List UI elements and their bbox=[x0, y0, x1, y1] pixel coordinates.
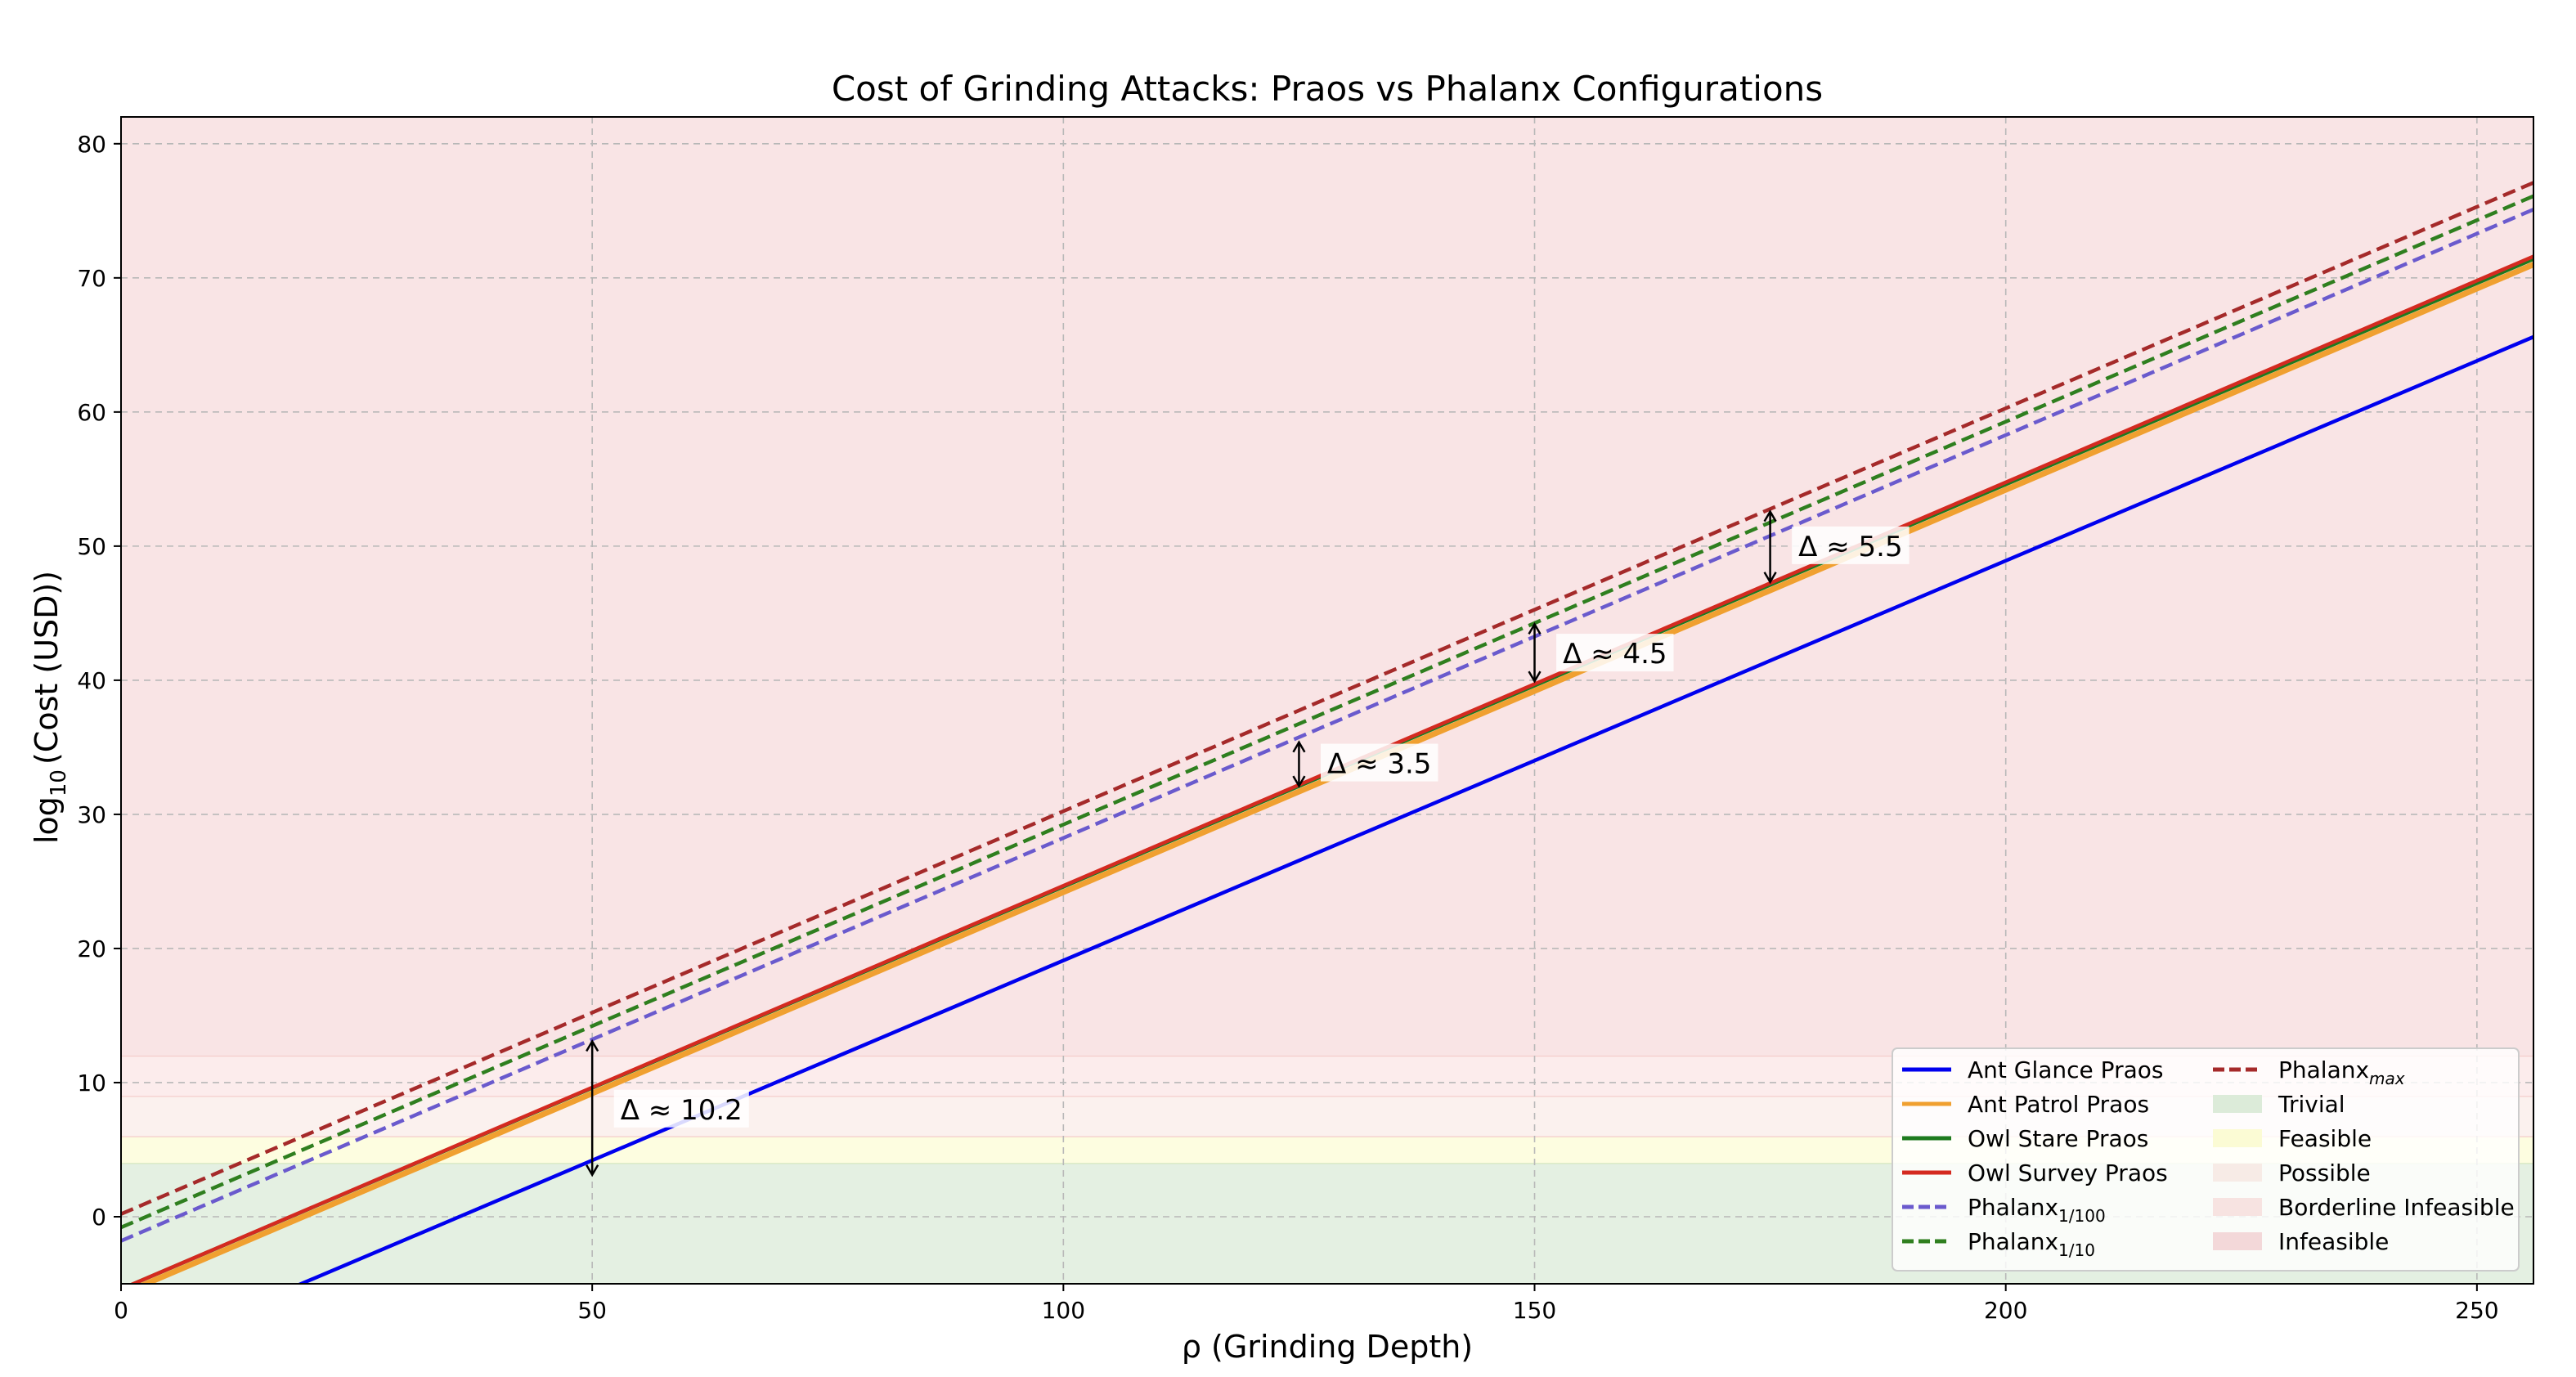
y-tick-label: 0 bbox=[92, 1204, 106, 1231]
delta-label: Δ ≈ 3.5 bbox=[1327, 748, 1431, 781]
x-tick-label: 50 bbox=[577, 1297, 607, 1324]
y-tick-label: 80 bbox=[77, 131, 106, 158]
y-axis-label-prefix: log bbox=[29, 796, 65, 844]
x-tick-label: 0 bbox=[114, 1297, 128, 1324]
x-tick-label: 100 bbox=[1042, 1297, 1085, 1324]
legend-item-ant-patrol-praos: Ant Patrol Praos bbox=[1902, 1091, 2149, 1118]
delta-label-box bbox=[613, 1089, 749, 1128]
legend-label: Ant Patrol Praos bbox=[1968, 1091, 2149, 1118]
delta-arrow-head-down bbox=[1528, 671, 1542, 684]
delta-arrow-head-up bbox=[586, 1038, 599, 1052]
y-axis-label-suffix: (Cost (USD)) bbox=[29, 571, 65, 765]
delta-arrow-head-up bbox=[1292, 740, 1306, 753]
legend-label: Feasible bbox=[2278, 1125, 2372, 1152]
legend-label: Ant Glance Praos bbox=[1968, 1056, 2163, 1083]
delta-annotations: Δ ≈ 10.2 Δ ≈ 3.5 Δ ≈ 4.5 Δ ≈ 5.5 bbox=[586, 509, 1910, 1177]
legend: Ant Glance Praos Ant Patrol Praos Owl Star… bbox=[1892, 1047, 2520, 1272]
legend-swatch bbox=[2213, 1129, 2262, 1147]
legend-item-feasible: Feasible bbox=[2213, 1125, 2372, 1152]
legend-swatch bbox=[2213, 1095, 2262, 1113]
x-axis-ticks: 0 50 100 150 200 250 bbox=[114, 1284, 2499, 1324]
legend-label: Owl Survey Praos bbox=[1968, 1159, 2168, 1186]
delta-label-box bbox=[1556, 634, 1674, 672]
series-line-phalanx-max bbox=[121, 181, 2533, 1216]
delta-label-box bbox=[1321, 743, 1438, 782]
series-line-phalanx-1-10 bbox=[121, 194, 2533, 1230]
y-tick-label: 50 bbox=[77, 533, 106, 560]
legend-swatch bbox=[2213, 1164, 2262, 1182]
legend-label: Borderline Infeasible bbox=[2278, 1194, 2515, 1221]
y-axis-label-subscript: 10 bbox=[47, 769, 71, 796]
legend-item-possible: Possible bbox=[2213, 1159, 2371, 1186]
y-axis-ticks: 0 10 20 30 40 50 60 70 80 bbox=[77, 131, 121, 1231]
legend-item-ant-glance-praos: Ant Glance Praos bbox=[1902, 1056, 2163, 1083]
legend-label: Possible bbox=[2278, 1159, 2371, 1186]
delta-arrow-head-up bbox=[1763, 509, 1777, 523]
x-tick-label: 250 bbox=[2455, 1297, 2498, 1324]
legend-item-trivial: Trivial bbox=[2213, 1091, 2345, 1118]
plot-frame bbox=[120, 116, 2534, 1285]
y-tick-label: 30 bbox=[77, 801, 106, 828]
y-tick-label: 20 bbox=[77, 935, 106, 962]
legend-swatch bbox=[2213, 1232, 2262, 1250]
y-tick-label: 10 bbox=[77, 1070, 106, 1097]
grid-lines bbox=[120, 117, 2533, 1284]
delta-arrow-head-down bbox=[1763, 572, 1777, 585]
legend-label-subscript: 1/10 bbox=[2058, 1240, 2095, 1260]
x-axis-label: ρ (Grinding Depth) bbox=[1182, 1329, 1473, 1365]
delta-arrow-head-down bbox=[586, 1164, 599, 1177]
legend-label-subscript: 1/100 bbox=[2058, 1206, 2106, 1226]
series-line-ant-glance-praos bbox=[296, 334, 2533, 1284]
legend-swatch bbox=[2213, 1198, 2262, 1216]
region-infeasible bbox=[121, 117, 2533, 1056]
delta-label: Δ ≈ 10.2 bbox=[621, 1094, 743, 1127]
delta-label: Δ ≈ 5.5 bbox=[1798, 531, 1902, 563]
y-tick-label: 60 bbox=[77, 399, 106, 426]
legend-item-borderline-infeasible: Borderline Infeasible bbox=[2213, 1194, 2515, 1221]
legend-item-owl-survey-praos: Owl Survey Praos bbox=[1902, 1159, 2168, 1186]
delta-label-box bbox=[1792, 526, 1910, 564]
y-axis-label: log10 (Cost (USD)) bbox=[29, 571, 71, 844]
x-tick-label: 150 bbox=[1513, 1297, 1556, 1324]
legend-label: Trivial bbox=[2278, 1091, 2345, 1118]
legend-item-owl-stare-praos: Owl Stare Praos bbox=[1902, 1125, 2148, 1152]
legend-label: Owl Stare Praos bbox=[1968, 1125, 2148, 1152]
chart-title: Cost of Grinding Attacks: Praos vs Phala… bbox=[832, 69, 1823, 109]
delta-arrow-head-down bbox=[1292, 775, 1306, 788]
series-line-phalanx-1-100 bbox=[121, 208, 2533, 1243]
legend-box bbox=[1892, 1047, 2520, 1272]
delta-label: Δ ≈ 4.5 bbox=[1563, 638, 1667, 671]
legend-label: Infeasible bbox=[2278, 1228, 2389, 1255]
y-tick-label: 70 bbox=[77, 265, 106, 292]
delta-arrow-head-up bbox=[1528, 621, 1542, 635]
legend-item-infeasible: Infeasible bbox=[2213, 1228, 2389, 1255]
x-tick-label: 200 bbox=[1984, 1297, 2027, 1324]
legend-label-subscript: max bbox=[2369, 1069, 2405, 1088]
y-tick-label: 40 bbox=[77, 667, 106, 694]
